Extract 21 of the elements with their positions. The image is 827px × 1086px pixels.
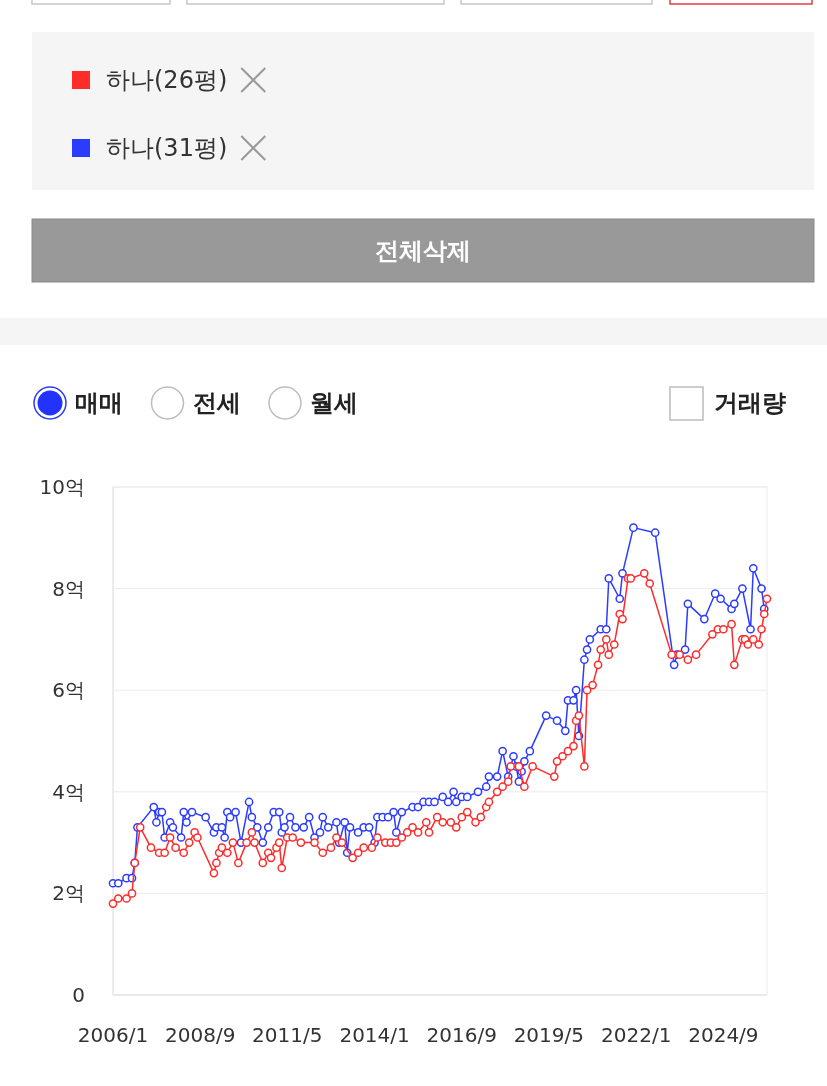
y-tick-label: 10억: [39, 475, 85, 499]
text: 거래량: [714, 389, 786, 417]
legend-label: 하나(31평): [106, 134, 228, 162]
text: 월세: [310, 389, 358, 417]
text: 매매: [75, 389, 123, 417]
x-tick-label: 2014/1: [339, 1023, 410, 1047]
text: 전체삭제: [375, 237, 471, 265]
x-tick-label: 2016/9: [426, 1023, 497, 1047]
y-tick-label: 6억: [52, 678, 85, 703]
x-tick-label: 2006/1: [77, 1023, 149, 1047]
legend-label: 하나(26평): [106, 66, 228, 94]
x-tick-label: 2008/9: [165, 1023, 236, 1047]
x-tick-label: 2011/5: [252, 1023, 323, 1047]
x-tick-label: 2022/1: [601, 1023, 672, 1047]
y-tick-label: 4억: [52, 779, 85, 804]
y-tick-label: 2억: [52, 881, 85, 906]
x-tick-label: 2019/5: [513, 1023, 585, 1047]
y-tick-label: 0: [72, 983, 85, 1007]
x-tick-label: 2024/9: [688, 1023, 759, 1047]
y-tick-label: 8억: [52, 576, 85, 601]
text: 전세: [192, 389, 241, 417]
